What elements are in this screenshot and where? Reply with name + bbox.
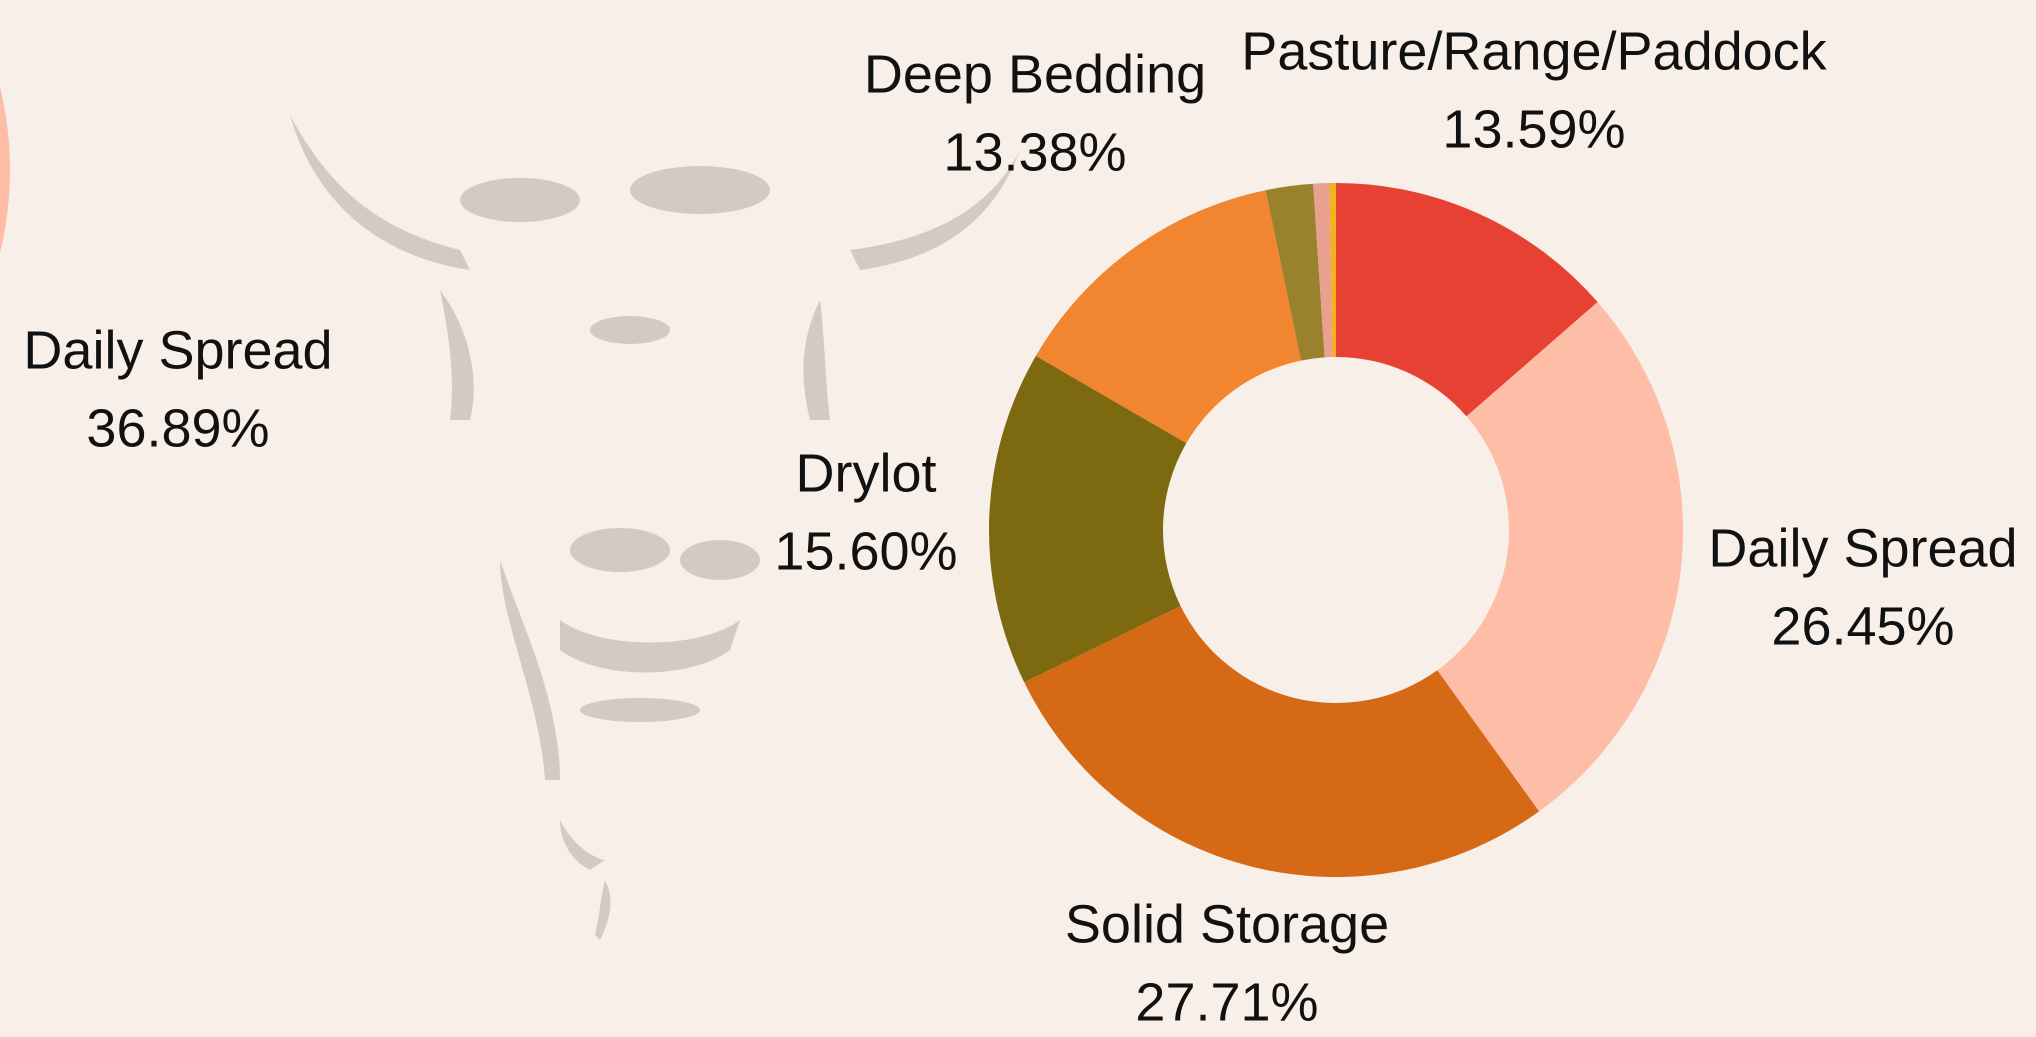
slice-label: Drylot xyxy=(795,443,936,503)
value-label: 27.71% xyxy=(1135,972,1318,1032)
slice xyxy=(1336,183,1598,417)
slice xyxy=(1437,302,1683,812)
value-label: 26.45% xyxy=(1771,596,1954,656)
slice xyxy=(1329,183,1336,358)
value-label: 13.38% xyxy=(943,122,1126,182)
slice-label: Daily Spread xyxy=(1708,518,2017,578)
cow-illustration xyxy=(290,115,1020,940)
slice-label: Daily Spread xyxy=(23,320,332,380)
slice xyxy=(1024,605,1540,878)
slice-label: Pasture/Range/Paddock xyxy=(1241,21,1827,81)
value-label: 36.89% xyxy=(86,398,269,458)
slice-label: Deep Bedding xyxy=(864,44,1206,104)
slice xyxy=(1313,183,1333,358)
slice xyxy=(988,355,1187,683)
value-label: 15.60% xyxy=(774,521,957,581)
slice xyxy=(1035,190,1301,444)
slice-label: Solid Storage xyxy=(1065,894,1389,954)
value-label: 13.59% xyxy=(1442,99,1625,159)
slice xyxy=(1265,183,1325,361)
